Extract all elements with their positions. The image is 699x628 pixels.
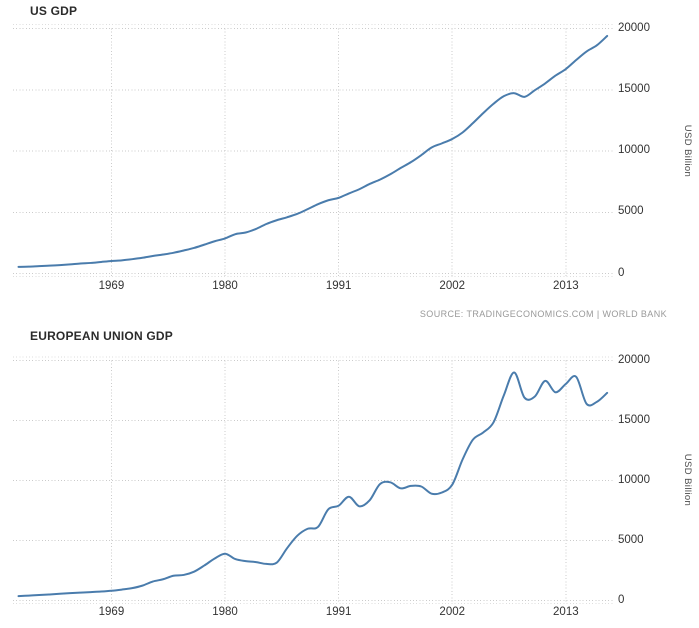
us-gdp-y-tick-label: 10000: [618, 144, 650, 156]
eu-gdp-y-tick-label: 5000: [618, 533, 644, 546]
eu-gdp-x-tick-label: 1991: [325, 606, 352, 618]
us-gdp-y-tick-label: 0: [618, 266, 625, 279]
eu-gdp-chart-title: EUROPEAN UNION GDP: [30, 329, 173, 343]
us-gdp-x-tick-label: 2013: [553, 280, 579, 292]
eu-gdp-x-tick-label: 1969: [98, 606, 125, 618]
eu-gdp-x-tick-label: 1980: [212, 606, 238, 618]
eu-gdp-y-tick-label: 10000: [618, 473, 650, 486]
eu-gdp-x-tick-label: 2002: [439, 606, 466, 618]
us-gdp-y-tick-label: 20000: [618, 21, 650, 34]
eu-gdp-line-series[interactable]: [17, 371, 609, 598]
us-gdp-x-tick-label: 1980: [212, 280, 238, 292]
us-gdp-y-tick-label: 15000: [618, 82, 650, 95]
us-gdp-chart-title: US GDP: [30, 4, 78, 18]
us-gdp-x-tick-label: 2002: [439, 280, 466, 292]
us-gdp-x-tick-label: 1969: [98, 280, 125, 292]
eu-gdp-y-axis-unit-label: USD Billion: [682, 453, 693, 507]
us-gdp-x-tick-label: 1991: [325, 280, 352, 292]
us-gdp-line-series[interactable]: [17, 34, 609, 268]
source-attribution: SOURCE: TRADINGECONOMICS.COM | WORLD BAN…: [419, 309, 667, 319]
us-gdp-y-tick-label: 5000: [618, 205, 644, 218]
us-gdp-y-axis-unit-label: USD Billion: [682, 124, 693, 178]
eu-gdp-y-tick-label: 0: [618, 593, 625, 606]
eu-gdp-x-tick-label: 2013: [553, 606, 579, 618]
eu-gdp-y-tick-label: 20000: [618, 353, 650, 366]
eu-gdp-y-tick-label: 15000: [618, 413, 650, 426]
